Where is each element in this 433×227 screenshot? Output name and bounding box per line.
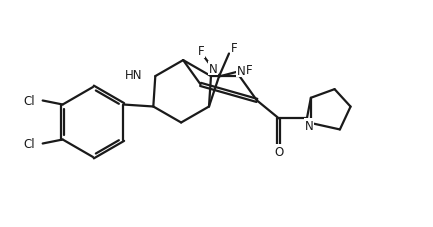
Text: O: O — [274, 145, 284, 158]
Text: F: F — [198, 45, 204, 58]
Text: Cl: Cl — [23, 137, 35, 150]
Text: F: F — [246, 64, 252, 77]
Text: N: N — [304, 119, 313, 132]
Text: N: N — [209, 62, 217, 75]
Text: N: N — [237, 64, 246, 77]
Text: Cl: Cl — [23, 95, 35, 108]
Text: F: F — [231, 42, 237, 55]
Text: HN: HN — [125, 68, 142, 81]
